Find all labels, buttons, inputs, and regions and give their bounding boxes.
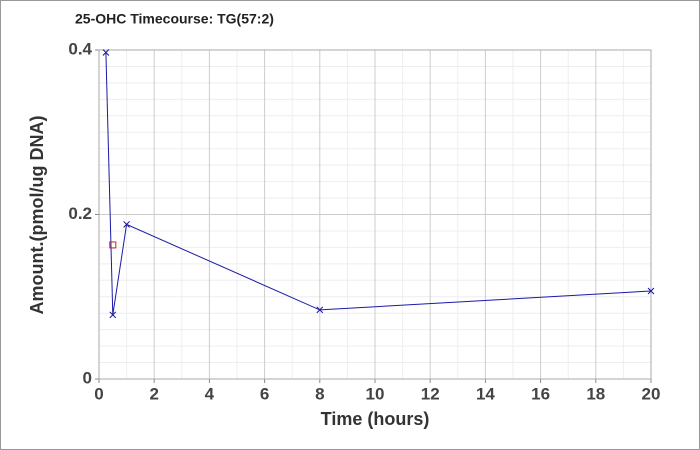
x-tick-label: 18 [586,384,605,403]
y-axis-label: Amount.(pmol/ug DNA) [27,116,47,315]
marker [123,221,130,228]
x-tick-label: 14 [476,384,495,403]
y-tick-label: 0.4 [68,39,92,58]
chart-title: 25-OHC Timecourse: TG(57:2) [75,11,274,27]
marker [109,311,117,319]
x-axis-label: Time (hours) [321,409,430,429]
marker [102,49,110,56]
x-tick-label: 2 [149,384,158,403]
marker [316,306,324,314]
x-tick-label: 12 [421,384,440,403]
y-tick-label: 0 [83,368,92,387]
x-tick-label: 16 [531,384,550,403]
x-tick-label: 6 [260,384,269,403]
y-tick-label: 0.2 [68,204,92,223]
x-tick-label: 20 [642,384,661,403]
marker [647,287,655,295]
x-tick-label: 8 [315,384,324,403]
x-tick-label: 4 [205,384,215,403]
marker [109,241,117,249]
plot-border [98,49,652,380]
x-tick-label: 10 [366,384,385,403]
x-tick-label: 0 [94,384,103,403]
